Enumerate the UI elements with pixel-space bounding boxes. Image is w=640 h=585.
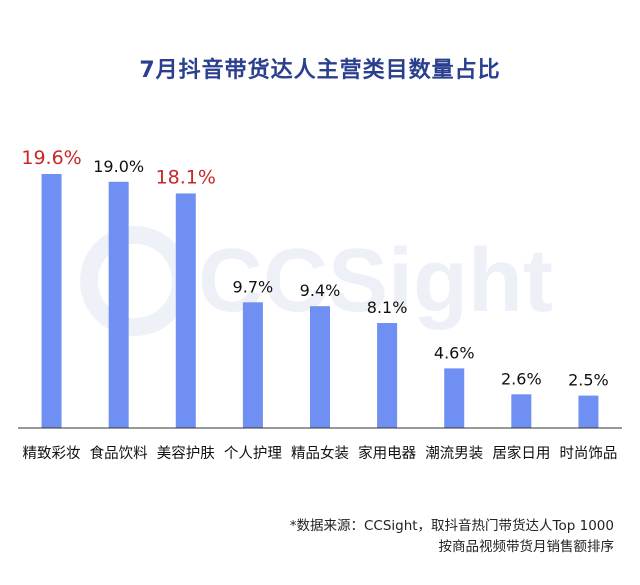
bar-7: [444, 368, 465, 428]
value-labels-group: 19.6% 19.0% 18.1% 9.7% 9.4% 8.1% 4.6% 2.6% 2.5%: [21, 147, 608, 390]
category-label-5: 精品女装: [291, 444, 349, 462]
value-label-2: 19.0%: [93, 157, 144, 176]
category-label-9: 时尚饰品: [559, 445, 617, 462]
value-label-4: 9.7%: [233, 277, 274, 296]
category-label-8: 居家日用: [492, 445, 550, 462]
source-line-1: *数据来源：CCSight，取抖音热门带货达人Top 1000: [289, 518, 614, 534]
value-label-8: 2.6%: [501, 369, 542, 388]
category-label-4: 个人护理: [224, 445, 282, 462]
bar-4: [242, 302, 263, 428]
bar-2: [108, 181, 129, 428]
category-label-7: 潮流男装: [425, 445, 483, 462]
category-label-2: 食品饮料: [90, 445, 148, 462]
category-label-6: 家用电器: [358, 445, 416, 462]
value-label-3: 18.1%: [156, 166, 216, 188]
bars-group: [41, 174, 599, 428]
category-label-3: 美容护肤: [157, 445, 215, 462]
value-label-6: 8.1%: [367, 298, 408, 317]
value-label-9: 2.5%: [568, 371, 609, 390]
chart-title: 7月抖音带货达人主营类目数量占比: [139, 58, 501, 83]
value-label-1: 19.6%: [21, 147, 81, 169]
value-label-7: 4.6%: [434, 343, 475, 362]
bar-3: [175, 193, 196, 428]
bar-9: [578, 395, 599, 428]
category-labels-group: 精致彩妆 食品饮料 美容护肤 个人护理 精品女装 家用电器 潮流男装 居家日用 时尚饰品: [23, 444, 618, 462]
source-note: *数据来源：CCSight，取抖音热门带货达人Top 1000 按商品视频带货月…: [290, 516, 614, 558]
bar-8: [511, 394, 532, 428]
source-line-2: 按商品视频带货月销售额排序: [438, 539, 615, 555]
bar-1: [41, 174, 62, 428]
category-label-1: 精致彩妆: [23, 445, 81, 462]
value-label-5: 9.4%: [300, 281, 341, 300]
bar-6: [377, 323, 398, 428]
bar-5: [310, 306, 330, 428]
